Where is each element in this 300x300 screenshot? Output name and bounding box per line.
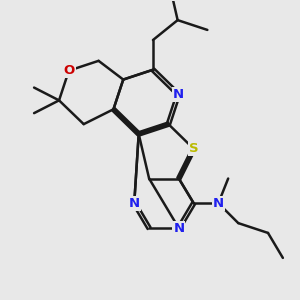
Text: S: S [189,142,199,155]
Text: N: N [213,197,224,210]
Text: N: N [173,222,184,235]
Text: N: N [173,88,184,101]
Text: O: O [63,64,74,77]
Text: N: N [129,197,140,210]
